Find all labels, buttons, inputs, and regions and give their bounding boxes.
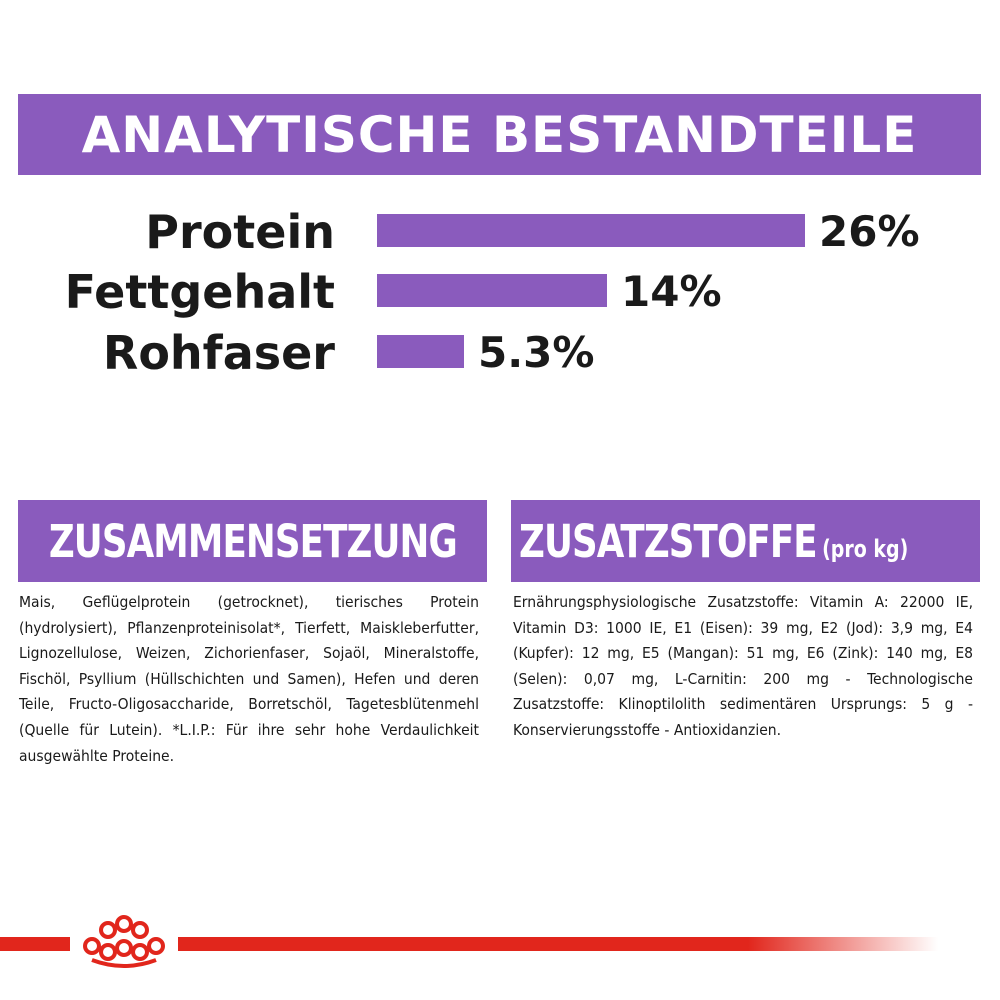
- crown-logo-icon: [70, 912, 178, 972]
- nutrient-value: 5.3%: [478, 328, 595, 377]
- additives-heading-suffix: (pro kg): [822, 534, 909, 563]
- footer-line-right: [178, 937, 938, 951]
- nutrient-value: 26%: [819, 207, 920, 256]
- nutrient-bar: [377, 214, 805, 247]
- nutrient-label: Protein: [145, 205, 335, 259]
- composition-text: Mais, Geflügelprotein (getrocknet), tier…: [19, 593, 479, 765]
- main-banner-title: ANALYTISCHE BESTANDTEILE: [81, 105, 918, 164]
- nutrient-label: Fettgehalt: [64, 265, 335, 319]
- main-banner: ANALYTISCHE BESTANDTEILE: [18, 94, 981, 175]
- nutrient-label: Rohfaser: [102, 326, 335, 380]
- nutrient-value: 14%: [621, 267, 722, 316]
- composition-heading: ZUSAMMENSETZUNG: [48, 514, 457, 568]
- additives-text: Ernährungsphysiologische Zusatzstoffe: V…: [513, 593, 973, 739]
- nutrient-bar: [377, 274, 607, 307]
- additives-header: ZUSATZSTOFFE (pro kg): [511, 500, 980, 582]
- composition-header: ZUSAMMENSETZUNG: [18, 500, 487, 582]
- additives-heading-wrap: ZUSATZSTOFFE (pro kg): [519, 515, 908, 568]
- nutrient-row-protein: Protein 26%: [0, 202, 1000, 262]
- nutrient-row-fiber: Rohfaser 5.3%: [0, 323, 1000, 383]
- nutrient-bar: [377, 335, 464, 368]
- nutrient-row-fat: Fettgehalt 14%: [0, 262, 1000, 322]
- footer-line-left: [0, 937, 70, 951]
- additives-heading: ZUSATZSTOFFE: [519, 514, 818, 568]
